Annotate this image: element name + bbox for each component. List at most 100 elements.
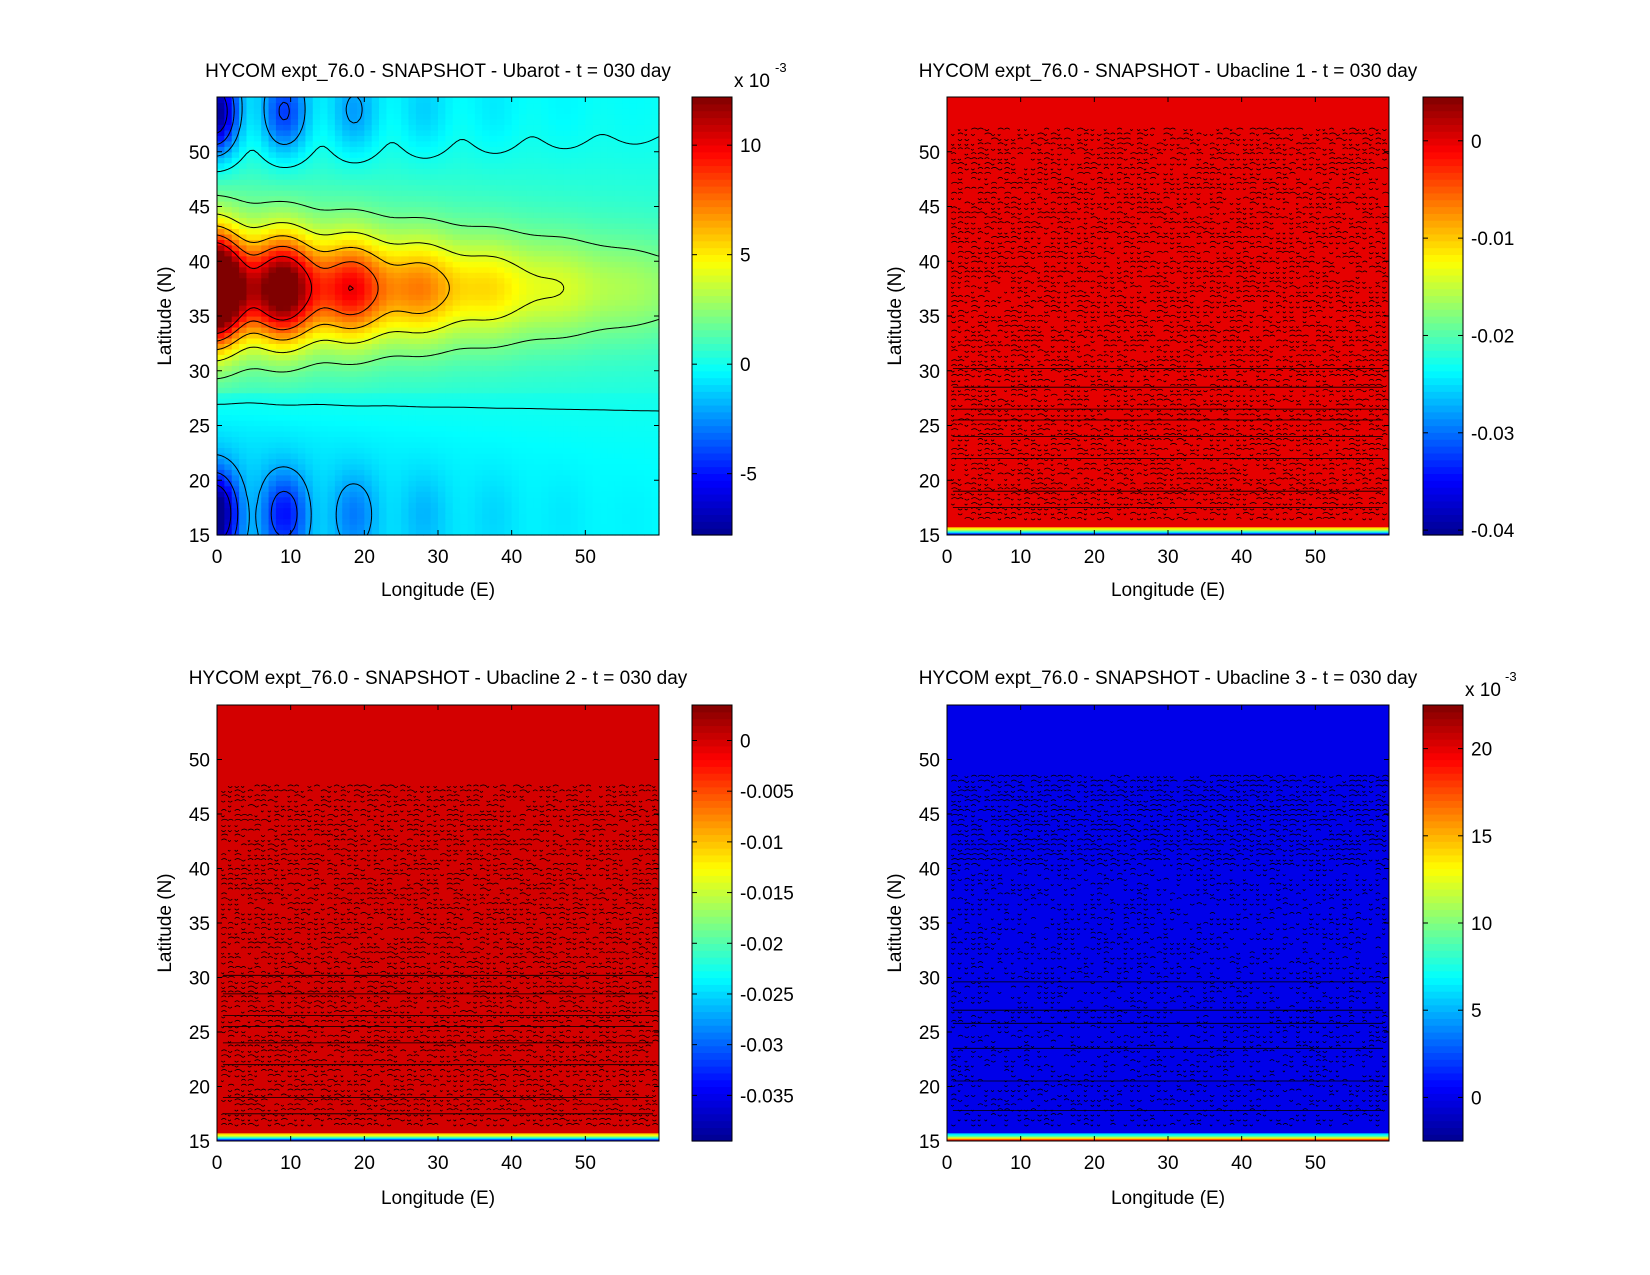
heatmap-cell <box>541 316 550 323</box>
heatmap-cell <box>622 135 631 142</box>
heatmap-cell <box>356 118 365 125</box>
heatmap-cell <box>334 201 343 208</box>
heatmap-cell <box>519 206 527 213</box>
heatmap-cell <box>327 129 336 136</box>
heatmap-cell <box>239 370 248 377</box>
heatmap-cell <box>438 283 446 290</box>
heatmap-cell <box>563 157 572 164</box>
heatmap-cell <box>592 485 601 492</box>
heatmap-cell <box>349 277 358 284</box>
heatmap-cell <box>614 452 623 459</box>
heatmap-cell <box>533 469 542 476</box>
heatmap-cell <box>622 409 631 416</box>
colorbar-segment <box>692 302 732 310</box>
heatmap-cell <box>408 184 417 191</box>
heatmap-cell <box>511 332 520 339</box>
heatmap-cell <box>526 261 535 268</box>
heatmap-cell <box>320 496 329 503</box>
heatmap-cell <box>320 288 329 295</box>
heatmap-cell <box>496 414 505 421</box>
heatmap-cell <box>496 524 505 531</box>
heatmap-cell <box>504 129 513 136</box>
heatmap-cell <box>349 321 358 328</box>
heatmap-cell <box>636 305 645 312</box>
heatmap-cell <box>474 430 483 438</box>
heatmap-cell <box>246 409 255 416</box>
heatmap-cell <box>474 529 483 536</box>
colorbar-segment <box>692 247 732 255</box>
heatmap-cell <box>327 299 336 306</box>
heatmap-cell <box>622 283 631 290</box>
heatmap-cell <box>423 348 432 355</box>
heatmap-cell <box>275 524 284 531</box>
heatmap-cell <box>438 441 446 448</box>
heatmap-cell <box>467 118 476 125</box>
heatmap-cell <box>592 97 601 104</box>
heatmap-cell <box>364 348 373 355</box>
heatmap-cell <box>268 239 277 246</box>
heatmap-cell <box>607 365 616 372</box>
heatmap-cell <box>622 190 631 197</box>
heatmap-cell <box>445 485 454 492</box>
heatmap-cell <box>312 430 321 438</box>
heatmap-cell <box>629 135 638 142</box>
colorbar-segment <box>692 391 732 399</box>
heatmap-cell <box>614 195 623 202</box>
heatmap-cell <box>592 157 601 164</box>
heatmap-cell <box>452 266 461 273</box>
heatmap-cell <box>239 305 248 312</box>
heatmap-cell <box>651 469 660 476</box>
heatmap-cell <box>504 491 513 498</box>
heatmap-cell <box>563 507 572 514</box>
heatmap-cell <box>327 343 336 350</box>
heatmap-cell <box>349 458 358 465</box>
heatmap-cell <box>563 173 572 180</box>
heatmap-cell <box>379 184 388 191</box>
heatmap-cell <box>290 518 299 525</box>
heatmap-cell <box>592 107 601 115</box>
heatmap-cell <box>570 403 579 410</box>
heatmap-cell <box>430 217 439 224</box>
heatmap-cell <box>283 179 292 186</box>
heatmap-cell <box>526 524 535 531</box>
heatmap-cell <box>217 184 225 191</box>
heatmap-cell <box>585 244 594 251</box>
heatmap-cell <box>239 206 248 213</box>
heatmap-cell <box>570 496 579 503</box>
heatmap-cell <box>622 414 631 421</box>
heatmap-cell <box>555 524 564 531</box>
heatmap-cell <box>231 348 240 355</box>
heatmap-cell <box>636 381 645 388</box>
heatmap-cell <box>239 124 248 131</box>
heatmap-cell <box>253 463 262 470</box>
heatmap-cell <box>423 250 432 257</box>
heatmap-cell <box>541 299 550 306</box>
heatmap-cell <box>268 97 277 104</box>
heatmap-cell <box>342 398 351 405</box>
heatmap-cell <box>253 359 262 366</box>
heatmap-cell <box>423 244 432 251</box>
heatmap-cell <box>246 420 255 427</box>
heatmap-cell <box>644 441 653 448</box>
heatmap-cell <box>356 206 365 213</box>
heatmap-cell <box>231 332 240 339</box>
heatmap-cell <box>268 217 277 224</box>
heatmap-cell <box>379 157 388 164</box>
heatmap-cell <box>371 228 380 235</box>
heatmap-cell <box>401 507 410 514</box>
heatmap-cell <box>408 299 417 306</box>
heatmap-cell <box>334 140 343 147</box>
heatmap-cell <box>541 288 550 295</box>
heatmap-cell <box>622 102 631 109</box>
heatmap-cell <box>533 140 542 147</box>
heatmap-cell <box>592 173 601 180</box>
heatmap-cell <box>408 233 417 240</box>
heatmap-cell <box>401 102 410 109</box>
heatmap-cell <box>408 250 417 257</box>
heatmap-cell <box>482 354 491 361</box>
heatmap-cell <box>467 414 476 421</box>
heatmap-cell <box>275 244 284 251</box>
heatmap-cell <box>246 97 255 104</box>
heatmap-cell <box>408 107 417 115</box>
heatmap-cell <box>298 507 306 514</box>
